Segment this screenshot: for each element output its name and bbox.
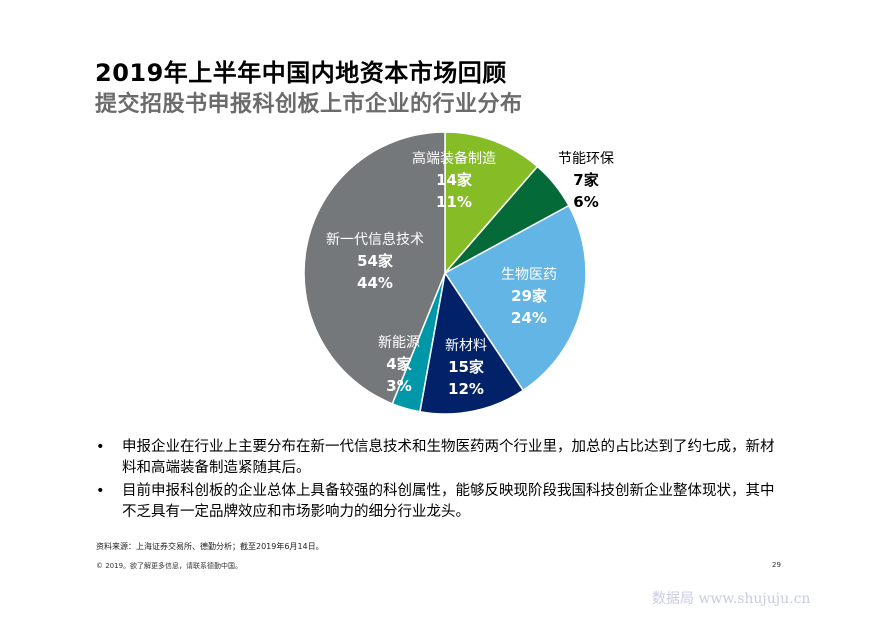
page-number: 29 bbox=[772, 561, 781, 569]
bullet-list: • 申报企业在行业上主要分布在新一代信息技术和生物医药两个行业里，加总的占比达到… bbox=[96, 437, 786, 525]
slice-count-1: 7家 bbox=[573, 171, 598, 189]
pie-slice-0 bbox=[444, 131, 539, 276]
slice-label-2: 生物医药 bbox=[501, 267, 557, 283]
pie-slice-5 bbox=[303, 131, 446, 405]
page-subtitle: 提交招股书申报科创板上市企业的行业分布 bbox=[95, 92, 523, 117]
pie-slice-2 bbox=[443, 204, 587, 392]
slice-pct-0: 11% bbox=[436, 193, 472, 211]
slice-count-4: 4家 bbox=[386, 355, 411, 373]
slice-pct-2: 24% bbox=[511, 309, 547, 327]
copyright-note: © 2019。欲了解更多信息，请联系德勤中国。 bbox=[96, 562, 243, 570]
slice-count-5: 54家 bbox=[357, 252, 393, 270]
bullet-text: 目前申报科创板的企业总体上具备较强的科创属性，能够反映现阶段我国科技创新企业整体… bbox=[122, 483, 775, 520]
bullet-dot: • bbox=[96, 439, 105, 455]
slice-label-1: 节能环保 bbox=[558, 151, 614, 167]
watermark: 数据局 www.shujuju.cn bbox=[652, 591, 811, 607]
bullet-item: • 申报企业在行业上主要分布在新一代信息技术和生物医药两个行业里，加总的占比达到… bbox=[96, 437, 786, 479]
slice-label-3: 新材料 bbox=[445, 338, 487, 354]
slice-count-2: 29家 bbox=[511, 287, 547, 305]
slice-label-0: 高端装备制造 bbox=[412, 150, 496, 167]
slice-label-4: 新能源 bbox=[378, 335, 420, 351]
slice-pct-3: 12% bbox=[448, 380, 484, 398]
bullet-dot: • bbox=[96, 483, 105, 499]
pie-slice-3 bbox=[419, 271, 525, 415]
pie-chart: 高端装备制造 14家 11% 节能环保 7家 6% 生物医药 29家 24% 新材料 15家 12% 新… bbox=[303, 131, 614, 415]
bullet-text: 申报企业在行业上主要分布在新一代信息技术和生物医药两个行业里，加总的占比达到了约… bbox=[122, 439, 775, 476]
slice-pct-4: 3% bbox=[386, 377, 411, 395]
slice-count-0: 14家 bbox=[436, 171, 472, 189]
source-note: 资料来源：上海证券交易所、德勤分析；截至2019年6月14日。 bbox=[96, 542, 324, 551]
page-title: 2019年上半年中国内地资本市场回顾 bbox=[95, 59, 507, 87]
slice-pct-1: 6% bbox=[573, 193, 598, 211]
slice-label-5: 新一代信息技术 bbox=[326, 231, 424, 248]
slice-pct-5: 44% bbox=[357, 274, 393, 292]
bullet-item: • 目前申报科创板的企业总体上具备较强的科创属性，能够反映现阶段我国科技创新企业… bbox=[96, 481, 786, 523]
slice-count-3: 15家 bbox=[448, 358, 484, 376]
